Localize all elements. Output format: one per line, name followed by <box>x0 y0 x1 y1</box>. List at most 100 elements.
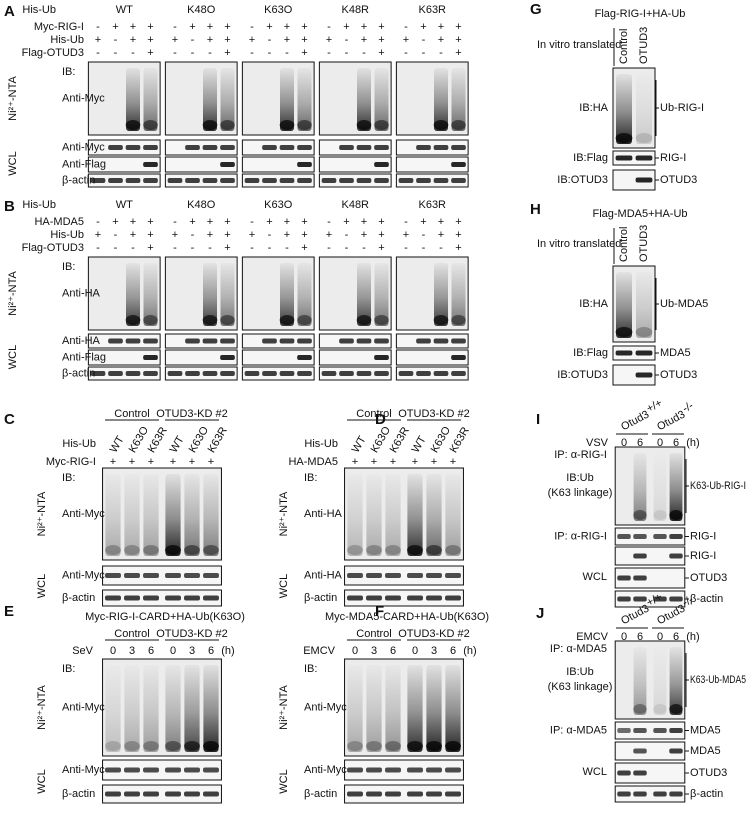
band <box>143 355 158 360</box>
group-label: K63R <box>418 199 446 211</box>
band <box>143 595 159 601</box>
blot <box>318 139 392 156</box>
lane-mark: + <box>343 216 349 228</box>
band <box>165 791 181 797</box>
lane-label: OTUD3 <box>638 225 650 262</box>
section-label: Ni²⁺-NTA <box>278 491 290 536</box>
panel-letter: G <box>530 1 542 18</box>
band <box>244 371 260 376</box>
lane-mark: + <box>110 456 116 468</box>
section-label: Ni²⁺-NTA <box>7 270 19 315</box>
lane-mark: - <box>191 34 195 46</box>
band <box>297 145 312 150</box>
lane-mark: - <box>362 47 366 59</box>
lane-mark: 6 <box>208 645 214 657</box>
lane-mark: + <box>378 229 384 241</box>
blot <box>318 173 392 188</box>
row-label: Flag-OTUD3 <box>22 242 84 254</box>
band <box>202 120 218 130</box>
unit-label: (h) <box>686 631 699 643</box>
blot <box>395 139 469 156</box>
blot-label: IB: <box>304 663 317 675</box>
lane-mark: 0 <box>657 631 663 643</box>
band <box>105 545 121 555</box>
blot <box>241 173 315 188</box>
lane-mark: - <box>404 21 408 33</box>
band-label: OTUD3 <box>690 572 727 584</box>
group-label: Control <box>356 628 391 640</box>
lane-mark: - <box>250 21 254 33</box>
band <box>203 595 219 601</box>
smear <box>105 474 121 556</box>
blot-label: IB: <box>62 261 75 273</box>
band <box>321 178 337 183</box>
band <box>669 553 683 559</box>
blot-label: β-actin <box>62 367 95 379</box>
smear <box>407 474 423 556</box>
band <box>633 728 647 733</box>
blot-label: IB:HA <box>579 102 608 114</box>
blot-label: Anti-HA <box>304 569 343 581</box>
band <box>347 741 363 751</box>
lane-mark: - <box>327 47 331 59</box>
band <box>297 120 312 130</box>
blot <box>614 721 686 740</box>
band <box>108 145 123 150</box>
section-label: Ni²⁺-NTA <box>278 684 290 729</box>
lane-mark: + <box>431 456 437 468</box>
lane-mark: + <box>361 34 367 46</box>
band <box>374 371 389 376</box>
band <box>385 791 401 797</box>
lane-mark: - <box>96 216 100 228</box>
lane-mark: + <box>438 34 444 46</box>
lane-mark: - <box>114 229 118 241</box>
band <box>321 371 337 376</box>
lane-mark: - <box>422 34 426 46</box>
smear <box>633 453 647 521</box>
lane-label: WT <box>108 434 127 455</box>
smear <box>143 68 158 131</box>
lane-mark: + <box>147 21 153 33</box>
smear <box>165 474 181 556</box>
band-label: K63-Ub-MDA5 <box>690 674 746 686</box>
unit-label: (h) <box>221 645 234 657</box>
smear <box>366 665 382 752</box>
lane-mark: + <box>147 47 153 59</box>
blot-label: Anti-Flag <box>62 351 106 363</box>
lane-mark: 6 <box>637 437 643 449</box>
lane-mark: + <box>326 34 332 46</box>
band <box>669 510 683 520</box>
band <box>279 338 295 344</box>
band <box>108 338 123 344</box>
lane-mark: + <box>343 21 349 33</box>
band <box>143 545 159 555</box>
lane-mark: + <box>189 456 195 468</box>
band <box>108 178 123 183</box>
band <box>125 371 141 376</box>
band <box>105 573 121 578</box>
band <box>617 575 631 581</box>
band <box>347 791 363 797</box>
lane-mark: 0 <box>110 645 116 657</box>
smear <box>366 474 382 556</box>
band <box>184 573 200 578</box>
band <box>339 338 354 344</box>
band <box>262 145 277 150</box>
group-label: K63O <box>264 4 293 16</box>
blot <box>241 156 315 173</box>
lane-mark: + <box>147 34 153 46</box>
lane-mark: + <box>455 21 461 33</box>
lane-mark: 3 <box>189 645 195 657</box>
group-label: WT <box>116 4 133 16</box>
smear <box>636 74 652 144</box>
lane-mark: + <box>284 34 290 46</box>
band <box>635 327 653 337</box>
group-label-base: Otud3 <box>655 409 687 434</box>
blot <box>102 467 222 561</box>
band <box>366 741 382 751</box>
band <box>125 338 141 344</box>
lane-mark: - <box>404 47 408 59</box>
band <box>416 178 431 183</box>
header-label: His-Ub <box>22 199 56 211</box>
band <box>374 178 389 183</box>
